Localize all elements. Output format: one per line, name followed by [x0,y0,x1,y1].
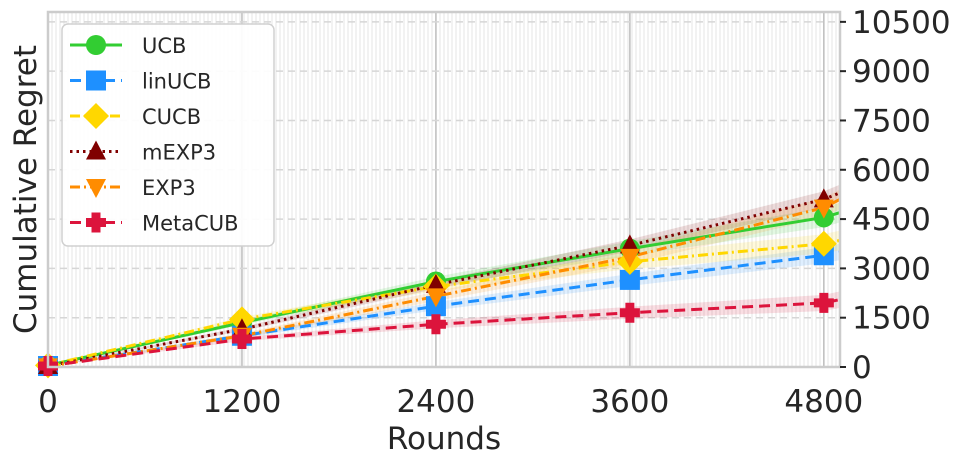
marker-linucb [619,269,640,290]
marker-mexp3 [425,273,446,293]
x-tick-label: 0 [38,384,58,420]
y-tick-label: 7500 [852,103,931,139]
series-line-mexp3 [47,191,841,368]
x-tick-label: 3600 [590,384,669,420]
legend-label-exp3: EXP3 [142,176,196,200]
marker-exp3 [619,248,640,268]
x-tick-label: 2400 [396,384,475,420]
legend-marker-mexp3 [86,140,106,160]
series-line-metacub [47,298,841,368]
legend-label-ucb: UCB [142,34,186,58]
marker-cucb [810,230,837,257]
legend-marker-ucb [86,35,106,55]
x-tick-labels: 0 1200 2400 3600 4800 [38,384,863,420]
x-tick-label: 4800 [784,384,863,420]
marker-exp3 [813,199,834,219]
marker-metacub [813,292,834,313]
legend-marker-linucb [86,70,106,91]
legend: UCB linUCB CUCB mEXP3 EXP3 MetaCUB [61,23,275,247]
y-tick-label: 9000 [852,54,931,90]
plot-frame [46,10,842,369]
x-axis-label: Rounds [387,421,501,457]
y-tick-label: 10500 [852,5,951,41]
y-tick-labels: 0 1500 3000 4500 6000 7500 9000 10500 [840,5,951,386]
legend-label-linucb: linUCB [142,70,211,94]
y-axis-label: Cumulative Regret [8,45,44,334]
y-tick-label: 4500 [852,202,931,238]
legend-label-mexp3: mEXP3 [142,141,216,165]
marker-exp3 [425,288,446,308]
marker-metacub [619,302,640,323]
legend-label-cucb: CUCB [142,105,201,129]
band-metacub [48,291,840,367]
series-markers [35,188,837,379]
legend-marker-metacub [86,212,106,233]
y-tick-label: 6000 [852,153,931,189]
x-tick-label: 1200 [203,384,282,420]
legend-marker-exp3 [86,179,106,198]
y-tick-label: 3000 [852,251,931,287]
marker-mexp3 [619,234,640,254]
marker-metacub [425,314,446,335]
y-tick-label: 0 [852,350,872,386]
marker-metacub [231,329,252,350]
legend-marker-cucb [83,103,109,129]
band-cucb [48,230,840,366]
legend-label-metacub: MetaCUB [142,212,239,236]
y-tick-label: 1500 [852,301,931,337]
